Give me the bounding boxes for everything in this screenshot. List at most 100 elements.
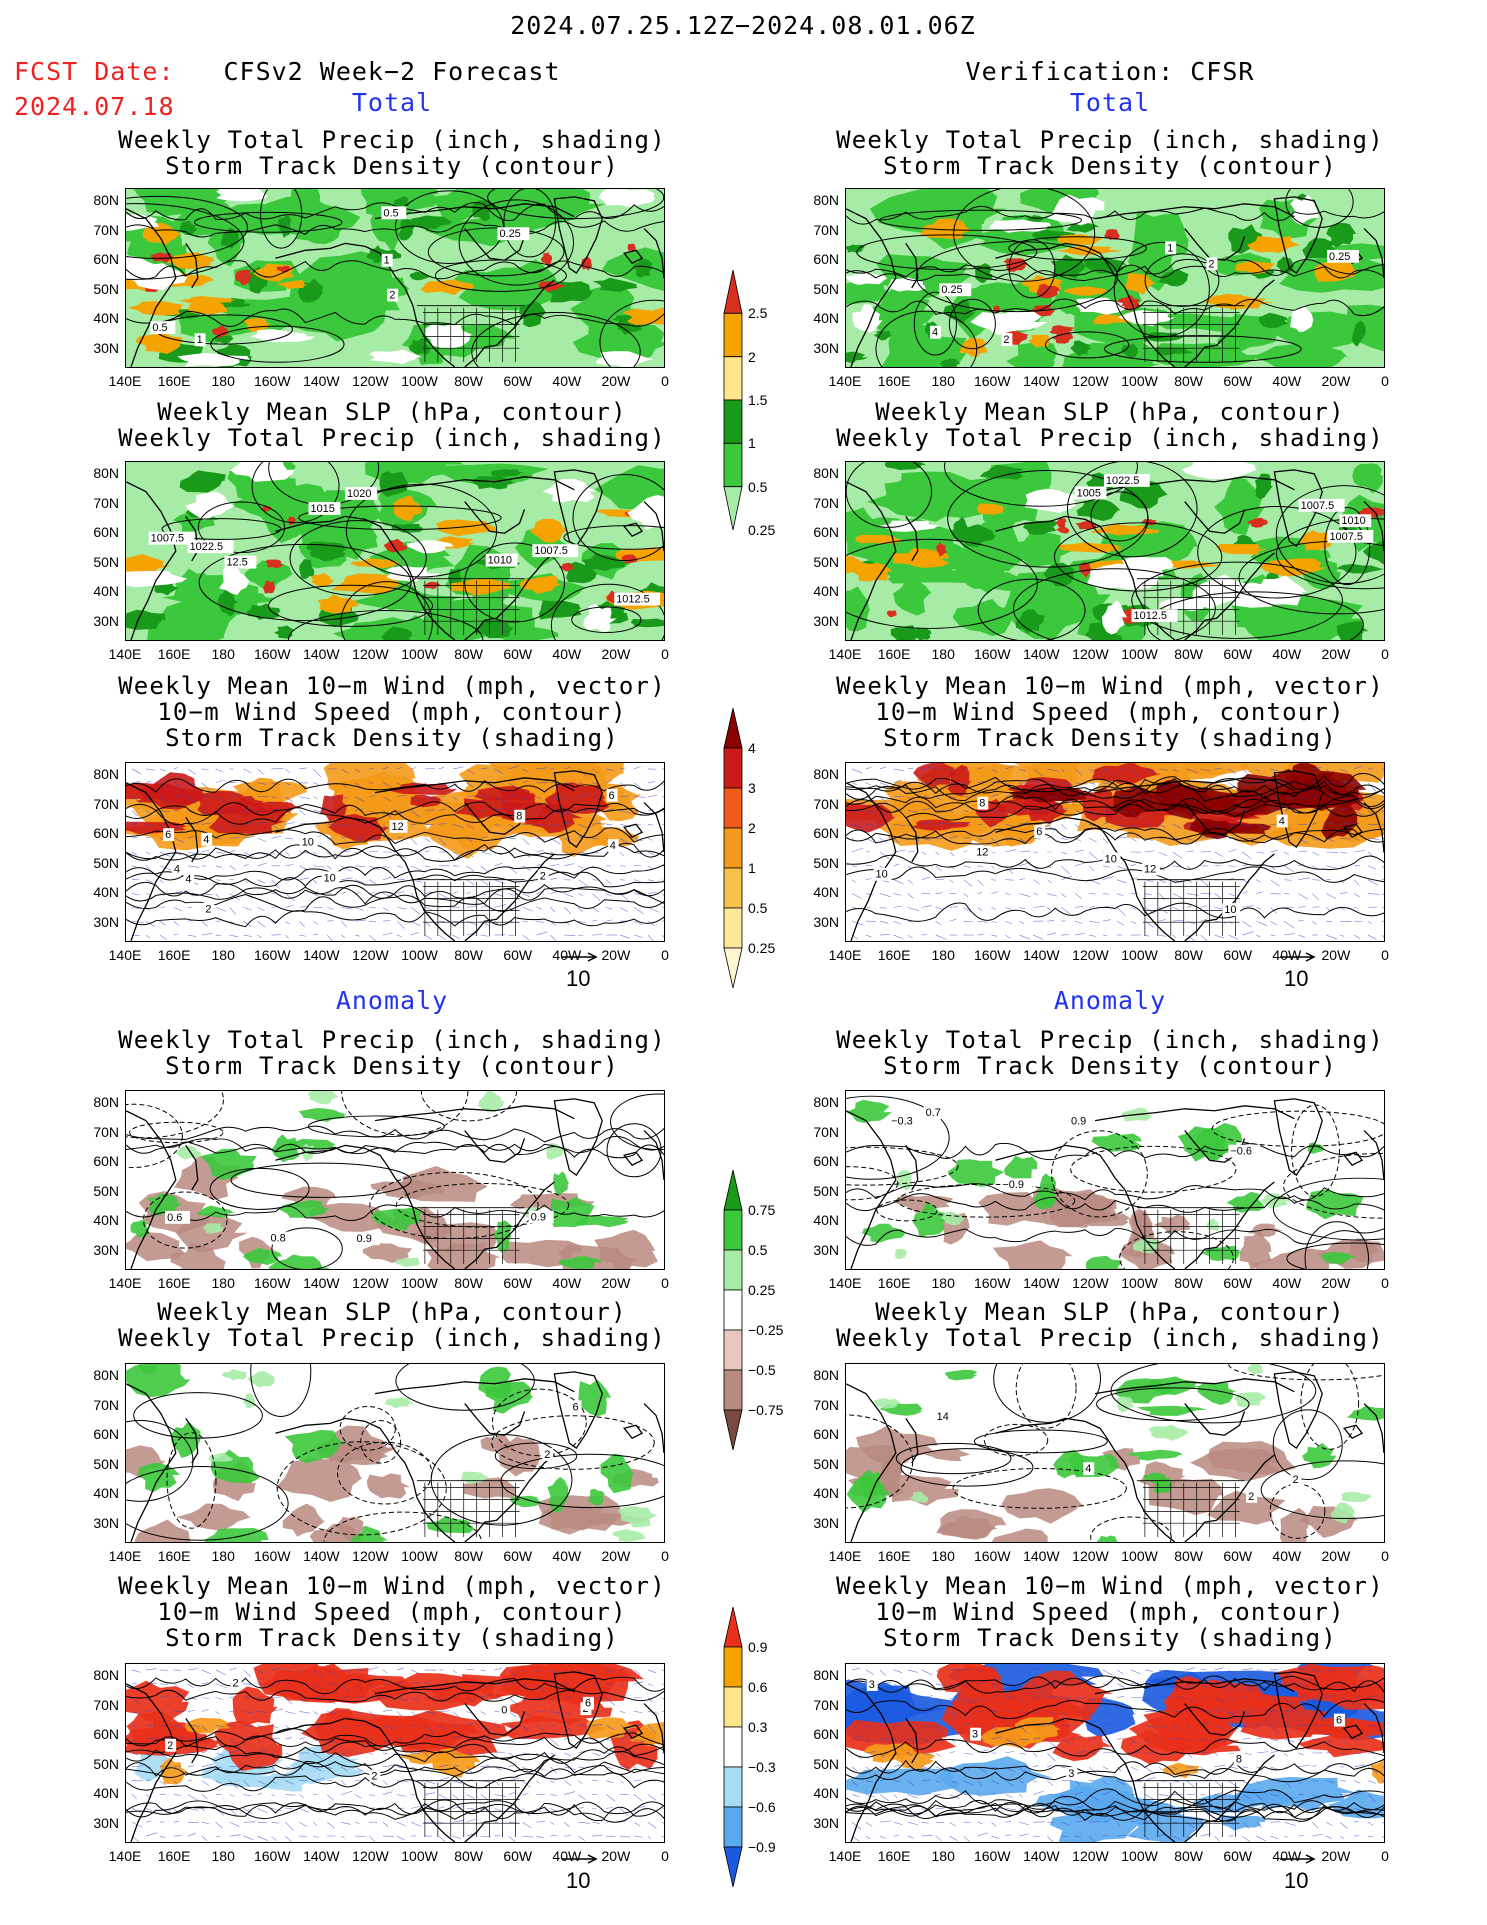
lon-label: 60W [1223,646,1253,662]
contour-label: 10 [876,869,888,881]
lon-label: 160W [973,1548,1011,1564]
colorbar-label: 1.5 [748,392,768,408]
lat-label: 30N [93,1814,119,1831]
lat-label: 40N [813,1485,839,1501]
colorbar-label: 0.5 [748,478,768,495]
colorbar-label: 0.25 [748,1282,776,1298]
colorbar-precip_anom [723,1170,743,1450]
contour-label: 1020 [347,488,371,500]
right-column-title: Verification: CFSR [965,57,1255,86]
lon-label: 0 [1381,373,1389,389]
lat-label: 30N [813,1814,839,1831]
lon-label: 40W [1272,646,1302,662]
lon-label: 160E [877,1848,911,1864]
lon-label: 180 [931,646,955,662]
lon-label: 120W [1072,947,1109,963]
map-p1-left: 2 1 0.25 0.5 0.5 1 [125,188,665,368]
lon-label: 140E [828,1548,862,1564]
lon-label: 180 [211,646,235,662]
lon-label: 0 [661,1275,669,1291]
map-p5-right: 2 14 4 2 [845,1363,1385,1543]
lon-label: 160E [157,1275,191,1291]
lat-label: 60N [813,1153,839,1169]
lat-label: 60N [813,1726,839,1742]
lat-label: 80N [813,1667,839,1683]
lat-label: 40N [813,583,839,599]
lon-label: 160W [973,1848,1011,1864]
colorbar-label: −0.75 [748,1402,784,1418]
lon-label: 0 [661,947,669,963]
colorbar-label: 0.25 [748,940,776,956]
lat-label: 50N [93,1182,119,1199]
contour-label: 0.25 [941,284,962,296]
contour-label: 2 [389,290,395,302]
lon-label: 140W [1023,1848,1060,1864]
colorbar-label: 0.75 [748,1202,776,1218]
contour-label: 4 [1085,1463,1091,1475]
lon-label: 60W [1223,1548,1253,1564]
contour-label: 0.7 [926,1107,941,1119]
contour-label: 0.25 [499,228,520,240]
lat-label: 30N [93,339,119,356]
contour-label: 0.9 [531,1212,546,1224]
lat-label: 40N [93,310,119,326]
arrow-right-icon [1280,1854,1316,1864]
contour-label: 6 [165,829,171,841]
lat-label: 70N [813,494,839,511]
panel-4-title-right: Weekly Total Precip (inch, shading) Storm… [836,1026,1384,1080]
colorbar-label: −0.25 [748,1322,784,1338]
contour-label: 3 [869,1679,875,1691]
lat-label: 70N [93,494,119,511]
contour-label: 1012.5 [1134,610,1167,622]
panel-4-title-left: Weekly Total Precip (inch, shading) Storm… [118,1026,666,1080]
contour-label: 0.5 [152,322,167,334]
contour-label: 1 [1167,242,1173,254]
contour-label: 0.6 [167,1212,182,1224]
lon-label: 140W [1023,646,1060,662]
lon-label: 0 [1381,1848,1389,1864]
lon-label: 100W [401,1548,438,1564]
lat-label: 30N [93,612,119,629]
lon-label: 120W [1072,373,1109,389]
lat-label: 60N [93,251,119,267]
contour-label: 4 [610,840,616,852]
lon-label: 80W [1174,646,1204,662]
section-anomaly-right: Anomaly [1053,986,1167,1015]
colorbar-label: 1 [748,860,756,876]
lon-label: 140W [1023,1275,1060,1291]
contour-label: 1022.5 [190,541,223,553]
lon-label: 120W [1072,1275,1109,1291]
contour-label: 10 [324,872,336,884]
contour-label: 2 [1292,1474,1298,1486]
lat-label: 70N [93,1123,119,1140]
lon-label: 120W [352,1548,389,1564]
lon-label: 160W [253,1548,291,1564]
lon-label: 140E [108,373,142,389]
lon-label: 180 [211,373,235,389]
lon-label: 160W [253,947,291,963]
lon-label: 0 [1381,947,1389,963]
lat-label: 60N [813,251,839,267]
lon-label: 60W [503,646,533,662]
lat-label: 60N [813,524,839,540]
colorbar-label: 4 [748,740,756,756]
lon-label: 180 [931,1548,955,1564]
lon-label: 120W [352,1275,389,1291]
lon-label: 100W [401,947,438,963]
lon-label: 180 [931,947,955,963]
lon-label: 160E [157,1848,191,1864]
lon-label: 80W [454,373,484,389]
lon-label: 20W [601,373,631,389]
lat-label: 80N [93,1094,119,1110]
contour-label: 8 [516,811,522,823]
map-p4-left: 0.6 0.9 0.9 0.8 [125,1090,665,1270]
lon-label: 180 [211,1275,235,1291]
lat-label: 70N [93,1396,119,1413]
lon-label: 40W [1272,947,1302,963]
lon-label: 20W [601,1275,631,1291]
lat-label: 40N [813,310,839,326]
colorbar-label: 0.9 [748,1639,768,1655]
fcst-date-label: FCST Date: [14,57,175,86]
contour-label: 10 [302,836,314,848]
lat-label: 30N [93,1241,119,1258]
